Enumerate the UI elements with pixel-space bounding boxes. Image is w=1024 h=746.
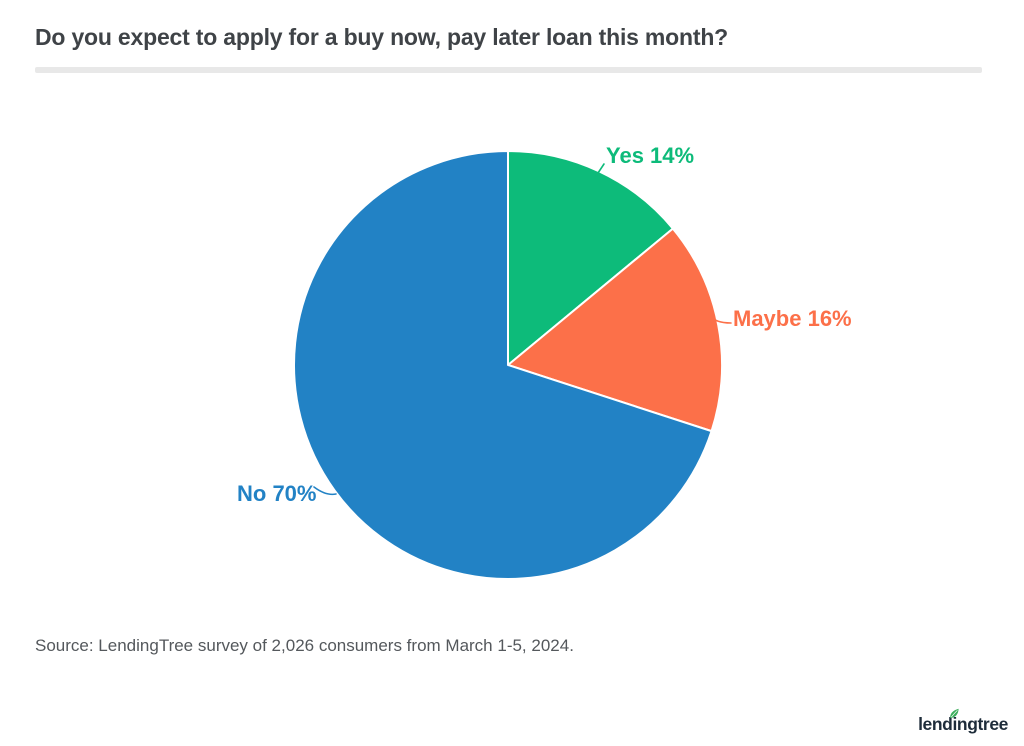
leader-line-maybe <box>708 314 732 324</box>
pie-slices <box>293 150 723 580</box>
leader-line-no <box>313 486 337 496</box>
pie-slice-maybe <box>507 227 723 433</box>
lendingtree-logo: lendingtree <box>918 708 1008 740</box>
chart-title: Do you expect to apply for a buy now, pa… <box>35 24 729 50</box>
source-note: Source: LendingTree survey of 2,026 cons… <box>35 636 574 655</box>
title-divider <box>35 67 982 73</box>
pie-slice-no <box>293 150 713 580</box>
pie-label-no: No 70% <box>237 481 316 506</box>
logo-text: lendingtree <box>918 714 1008 734</box>
leaf-icon <box>950 708 959 718</box>
pie-label-yes: Yes 14% <box>606 143 694 168</box>
pie-label-maybe: Maybe 16% <box>733 306 852 331</box>
leader-line-yes <box>595 163 605 177</box>
